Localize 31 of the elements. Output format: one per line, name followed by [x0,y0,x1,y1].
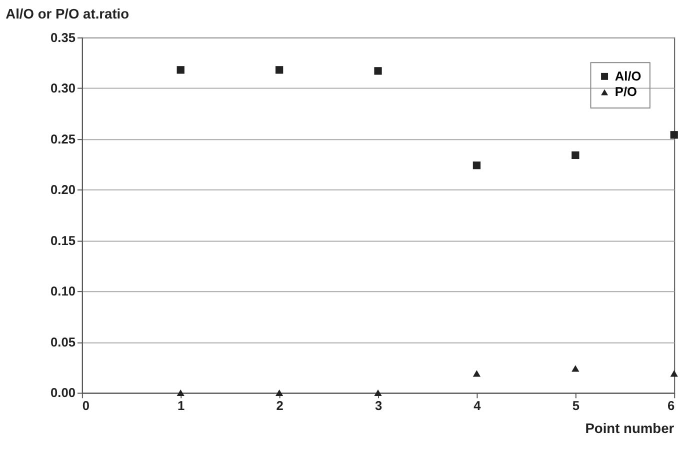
y-tick-label: 0.35 [50,30,76,45]
y-tick-label: 0.15 [50,232,76,248]
point [176,389,184,396]
point [670,131,678,139]
point [374,389,382,396]
y-tick-label: 0.20 [50,182,76,198]
y-tick-label: 0.05 [50,334,76,350]
x-tick-label: 0 [82,398,90,414]
y-tick-label: 0.25 [50,131,76,146]
x-tick-label: 5 [572,398,580,414]
x-axis-title: Point number [585,420,675,436]
y-tick-label: 0.00 [50,385,76,400]
x-tick-label: 1 [178,398,185,414]
y-tick-label: 0.30 [50,80,76,96]
legend-label: Al/O [614,68,642,84]
x-tick-label: 4 [474,398,482,414]
point [670,370,678,377]
x-tick-label: 3 [374,398,382,414]
point [275,66,284,74]
point [472,370,481,377]
point [572,365,580,372]
point [472,162,481,170]
point [176,66,184,74]
point [275,389,284,396]
x-tick-label: 2 [276,398,284,414]
point [374,67,382,75]
x-tick-label: 6 [667,398,675,414]
point [572,151,580,160]
y-tick-label: 0.10 [50,284,76,299]
legend-label: P/O [614,84,638,100]
y-axis-title: Al/O or P/O at.ratio [6,6,130,22]
